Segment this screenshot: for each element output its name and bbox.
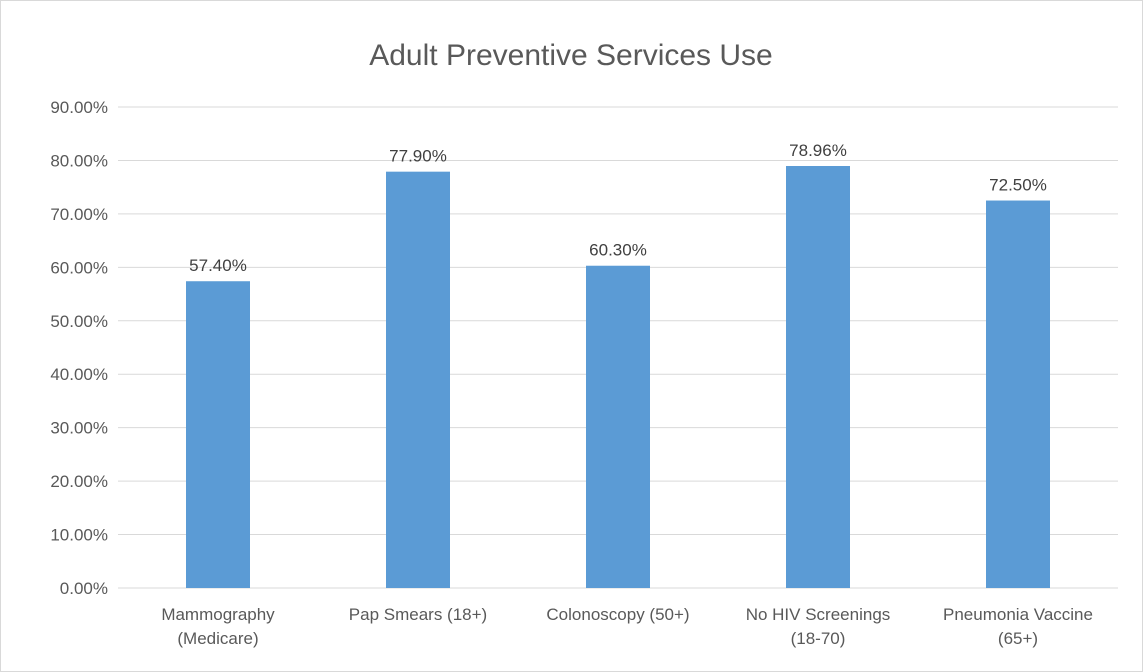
x-tick-label: Mammography bbox=[161, 605, 275, 624]
y-tick-label: 50.00% bbox=[50, 312, 108, 331]
chart-title: Adult Preventive Services Use bbox=[369, 39, 773, 72]
x-tick-label: Pneumonia Vaccine bbox=[943, 605, 1093, 624]
x-tick-label: Colonoscopy (50+) bbox=[546, 605, 689, 624]
x-tick-label: No HIV Screenings bbox=[746, 605, 891, 624]
bar bbox=[386, 171, 450, 588]
gridlines bbox=[118, 106, 1118, 589]
data-label: 78.96% bbox=[789, 141, 847, 160]
x-axis-ticks: Mammography (Medicare) Pap Smears (18+) Col… bbox=[161, 605, 1093, 648]
y-tick-label: 70.00% bbox=[50, 205, 108, 224]
data-label: 77.90% bbox=[389, 147, 447, 166]
bars bbox=[186, 166, 1050, 588]
x-tick-label: (18-70) bbox=[791, 629, 846, 648]
data-label: 57.40% bbox=[189, 256, 247, 275]
y-tick-label: 20.00% bbox=[50, 472, 108, 491]
y-tick-label: 80.00% bbox=[50, 151, 108, 170]
y-tick-label: 60.00% bbox=[50, 258, 108, 277]
bar bbox=[186, 281, 250, 588]
x-tick-label: (Medicare) bbox=[177, 629, 258, 648]
data-label: 60.30% bbox=[589, 241, 647, 260]
x-tick-label: (65+) bbox=[998, 629, 1038, 648]
y-tick-label: 40.00% bbox=[50, 365, 108, 384]
data-labels: 57.40% 77.90% 60.30% 78.96% 72.50% bbox=[189, 141, 1047, 275]
bar bbox=[786, 166, 850, 588]
x-tick-label: Pap Smears (18+) bbox=[349, 605, 487, 624]
y-tick-label: 90.00% bbox=[50, 98, 108, 117]
y-tick-label: 10.00% bbox=[50, 526, 108, 545]
y-tick-label: 0.00% bbox=[60, 579, 108, 598]
bar bbox=[986, 200, 1050, 588]
y-tick-label: 30.00% bbox=[50, 419, 108, 438]
y-axis-ticks: 0.00% 10.00% 20.00% 30.00% 40.00% 50.00% 60.00… bbox=[50, 98, 108, 598]
bar bbox=[586, 265, 650, 588]
data-label: 72.50% bbox=[989, 176, 1047, 195]
